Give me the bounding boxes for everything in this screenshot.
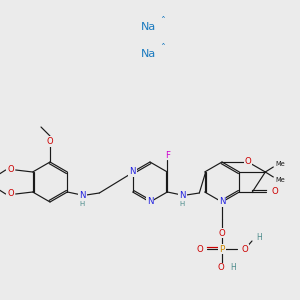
Text: N: N (129, 167, 136, 176)
Text: N: N (79, 190, 85, 200)
Text: H: H (230, 263, 236, 272)
Text: O: O (8, 190, 14, 199)
Text: Me: Me (275, 161, 285, 167)
Text: O: O (47, 136, 53, 146)
Text: H: H (80, 201, 85, 207)
Text: O: O (196, 244, 203, 253)
Text: O: O (241, 244, 248, 253)
Text: H: H (180, 201, 185, 207)
Text: O: O (219, 229, 225, 238)
Text: O: O (271, 188, 278, 196)
Text: N: N (147, 197, 153, 206)
Text: Na: Na (140, 22, 156, 32)
Text: O: O (8, 166, 14, 175)
Text: ˆ: ˆ (160, 17, 165, 27)
Text: H: H (256, 232, 262, 242)
Text: F: F (165, 151, 170, 160)
Text: O: O (218, 263, 224, 272)
Text: ˆ: ˆ (160, 44, 165, 54)
Text: O: O (244, 158, 251, 166)
Text: N: N (219, 197, 225, 206)
Text: P: P (219, 244, 225, 253)
Text: N: N (179, 190, 186, 200)
Text: Me: Me (275, 177, 285, 183)
Text: Na: Na (140, 49, 156, 59)
